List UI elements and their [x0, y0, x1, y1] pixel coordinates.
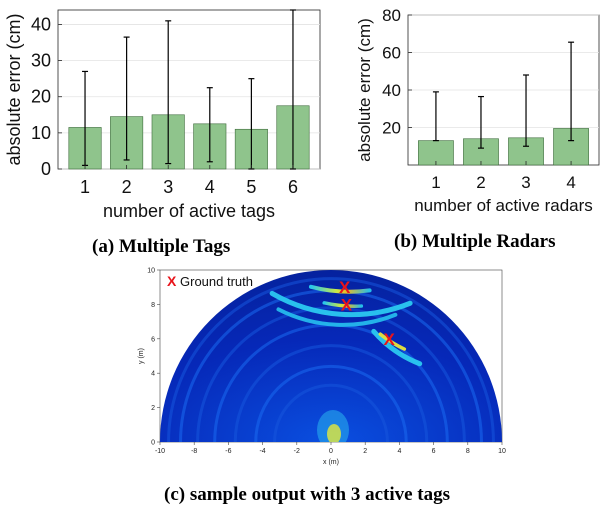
- y-tick-label: 80: [382, 6, 401, 25]
- hot-arc: [308, 284, 372, 294]
- x-tick-label: 3: [521, 173, 530, 192]
- heatmap-field: [160, 270, 502, 442]
- hot-arc: [322, 301, 364, 308]
- ground-truth-marker: X: [339, 278, 351, 297]
- caption-c: (c) sample output with 3 active tags: [164, 484, 451, 505]
- y-tick-label: 20: [382, 119, 401, 138]
- x-tick-label: 10: [498, 448, 506, 455]
- y-tick-label: 10: [147, 268, 155, 275]
- y-tick-label: 40: [31, 14, 51, 34]
- chart-multiple-radars: 20 40 60 80 1 2 3 4 number of active radars absol…: [355, 6, 600, 215]
- y-tick-label: 6: [151, 336, 155, 343]
- x-tick-label: 1: [80, 177, 90, 197]
- hot-arc: [276, 307, 398, 327]
- x-tick-label: -10: [155, 448, 165, 455]
- y-tick-label: 20: [31, 87, 51, 107]
- signal-ring: [273, 383, 389, 442]
- x-axis-label: x (m): [323, 459, 339, 466]
- x-tick-label: 4: [205, 177, 215, 197]
- plot-area: [57, 9, 321, 170]
- caption-a: (a) Multiple Tags: [92, 236, 231, 257]
- x-tick-label: 0: [329, 448, 333, 455]
- legend-label: Ground truth: [180, 274, 253, 289]
- x-tick-label: -6: [225, 448, 231, 455]
- caption-b: (b) Multiple Radars: [394, 231, 556, 252]
- signal-ring: [233, 344, 429, 442]
- x-tick-label: 1: [431, 173, 440, 192]
- y-axis-label: absolute error (cm): [355, 18, 374, 162]
- x-tick-label: -2: [294, 448, 300, 455]
- x-tick-label: 2: [122, 177, 132, 197]
- x-tick-label: 6: [432, 448, 436, 455]
- y-tick-label: 8: [151, 302, 155, 309]
- x-tick-label: 2: [476, 173, 485, 192]
- x-tick-label: 4: [397, 448, 401, 455]
- y-tick-label: 0: [151, 440, 155, 447]
- origin-hotspot: [327, 424, 341, 442]
- signal-ring: [196, 306, 466, 442]
- y-axis-label: absolute error (cm): [4, 13, 24, 165]
- x-tick-label: -8: [191, 448, 197, 455]
- y-axis-label: y (m): [138, 348, 145, 364]
- x-axis-label: number of active radars: [414, 196, 593, 215]
- x-tick-label: 2: [363, 448, 367, 455]
- hot-arc: [378, 332, 407, 351]
- x-tick-label: 5: [246, 177, 256, 197]
- x-tick-label: -4: [259, 448, 265, 455]
- signal-ring: [167, 277, 495, 442]
- y-tick-label: 30: [31, 51, 51, 71]
- ground-truth-marker: X: [383, 330, 395, 349]
- x-tick-label: 6: [288, 177, 298, 197]
- hot-arc: [371, 328, 423, 367]
- y-tick-label: 60: [382, 44, 401, 63]
- signal-ring: [254, 364, 408, 442]
- chart-multiple-tags: 0 10 20 30 40 1 2 3 4 5 6 number of active tags abso…: [4, 9, 321, 221]
- x-tick-label: 4: [566, 173, 575, 192]
- y-tick-label: 40: [382, 81, 401, 100]
- y-tick-label: 2: [151, 405, 155, 412]
- y-tick-label: 0: [41, 159, 51, 179]
- x-tick-label: 8: [466, 448, 470, 455]
- y-tick-label: 10: [31, 123, 51, 143]
- x-axis-label: number of active tags: [103, 201, 275, 221]
- hot-arc: [269, 290, 413, 318]
- legend-marker: X: [167, 273, 177, 289]
- bar: [418, 140, 454, 166]
- ground-truth-marker: X: [341, 295, 353, 314]
- y-tick-label: 4: [151, 371, 155, 378]
- x-tick-label: 3: [163, 177, 173, 197]
